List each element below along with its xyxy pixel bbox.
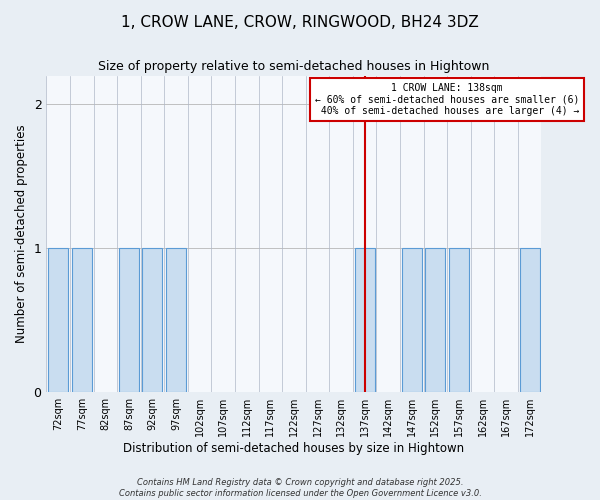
Y-axis label: Number of semi-detached properties: Number of semi-detached properties	[15, 124, 28, 343]
Bar	[119, 248, 139, 392]
Bar	[449, 248, 469, 392]
Bar	[72, 248, 92, 392]
Bar	[355, 248, 374, 392]
Bar	[166, 248, 186, 392]
Text: Contains HM Land Registry data © Crown copyright and database right 2025.
Contai: Contains HM Land Registry data © Crown c…	[119, 478, 481, 498]
X-axis label: Distribution of semi-detached houses by size in Hightown: Distribution of semi-detached houses by …	[124, 442, 464, 455]
Text: 1, CROW LANE, CROW, RINGWOOD, BH24 3DZ: 1, CROW LANE, CROW, RINGWOOD, BH24 3DZ	[121, 15, 479, 30]
Bar	[402, 248, 422, 392]
Title: Size of property relative to semi-detached houses in Hightown: Size of property relative to semi-detach…	[98, 60, 490, 73]
Bar	[48, 248, 68, 392]
Text: 1 CROW LANE: 138sqm
← 60% of semi-detached houses are smaller (6)
 40% of semi-d: 1 CROW LANE: 138sqm ← 60% of semi-detach…	[315, 83, 579, 116]
Bar	[520, 248, 539, 392]
Bar	[425, 248, 445, 392]
Bar	[142, 248, 163, 392]
